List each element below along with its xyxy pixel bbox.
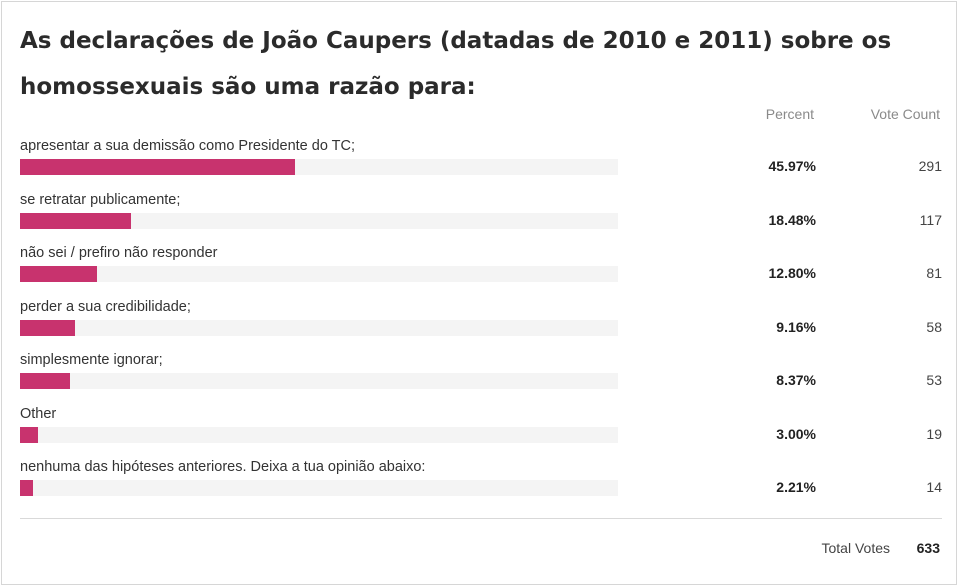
vote-count-value: 58 — [926, 318, 942, 335]
result-row: Other 3.00% 19 — [2, 406, 958, 460]
category-label: nenhuma das hipóteses anteriores. Deixa … — [20, 459, 426, 475]
bar — [20, 426, 38, 443]
vote-count-value: 291 — [918, 158, 942, 174]
bar-track — [20, 159, 618, 175]
vote-count-value: 14 — [926, 479, 942, 495]
category-label: simplesmente ignorar; — [20, 352, 163, 368]
total-votes-label: Total Votes — [821, 540, 891, 556]
total-votes-value: 633 — [916, 540, 940, 556]
percent-column-header: Percent — [765, 106, 814, 122]
percent-value: 45.97% — [768, 158, 816, 174]
result-row: apresentar a sua demissão como President… — [2, 138, 958, 192]
percent-value: 18.48% — [768, 211, 816, 228]
bar — [20, 159, 295, 175]
percent-value: 2.21% — [776, 479, 816, 495]
category-label: perder a sua credibilidade; — [20, 298, 191, 315]
bar-track — [20, 212, 618, 229]
result-row: simplesmente ignorar; 8.37% 53 — [2, 352, 958, 406]
category-label: não sei / prefiro não responder — [20, 245, 218, 261]
category-label: apresentar a sua demissão como President… — [20, 138, 356, 154]
category-label: se retratar publicamente; — [20, 191, 181, 208]
bar — [20, 480, 34, 496]
bar-track — [20, 373, 618, 389]
vote-count-value: 117 — [919, 211, 942, 228]
bar — [20, 212, 131, 229]
result-row: perder a sua credibilidade; 9.16% 58 — [2, 299, 958, 353]
result-row: nenhuma das hipóteses anteriores. Deixa … — [2, 459, 958, 513]
bar — [20, 319, 75, 336]
bar-track — [20, 266, 618, 282]
chart-title: As declarações de João Caupers (datadas … — [20, 28, 892, 100]
bar — [20, 373, 71, 389]
percent-value: 12.80% — [768, 265, 816, 281]
divider — [20, 518, 942, 519]
result-row: não sei / prefiro não responder 12.80% 81 — [2, 245, 958, 299]
bar-track — [20, 319, 618, 336]
percent-value: 9.16% — [776, 318, 816, 335]
vote-count-value: 19 — [926, 425, 942, 442]
percent-value: 8.37% — [776, 372, 816, 388]
percent-value: 3.00% — [776, 425, 816, 442]
bar — [20, 266, 97, 282]
bar-track — [20, 426, 618, 443]
vote-count-value: 53 — [926, 372, 942, 388]
vote-count-column-header: Vote Count — [870, 106, 940, 122]
result-row: se retratar publicamente; 18.48% 117 — [2, 192, 958, 246]
category-label: Other — [20, 405, 57, 422]
bar-track — [20, 480, 618, 496]
vote-count-value: 81 — [926, 265, 942, 281]
